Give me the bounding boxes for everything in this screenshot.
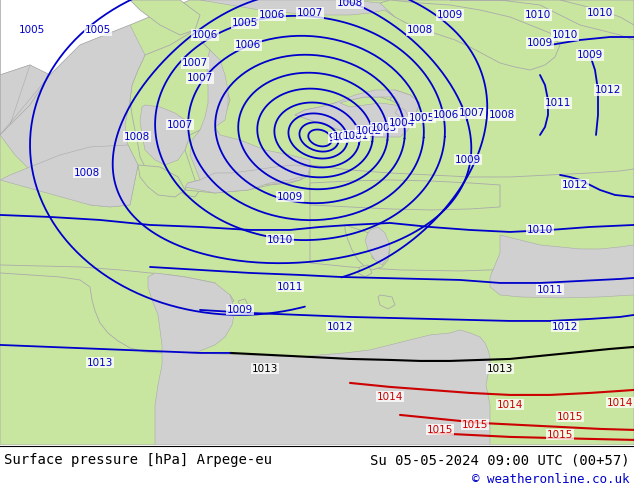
Text: 1008: 1008 [124,132,150,142]
Text: 1008: 1008 [74,168,100,178]
Polygon shape [450,0,634,40]
Polygon shape [185,165,310,193]
Polygon shape [200,0,395,17]
Text: 1010: 1010 [587,8,613,18]
Text: © weatheronline.co.uk: © weatheronline.co.uk [472,472,630,486]
Text: 1015: 1015 [427,425,453,435]
Text: 1010: 1010 [527,225,553,235]
Text: 1009: 1009 [455,155,481,165]
Polygon shape [230,151,242,161]
Polygon shape [140,105,190,165]
Polygon shape [345,225,390,270]
Polygon shape [0,145,138,207]
Polygon shape [148,273,490,445]
Polygon shape [130,30,230,197]
Text: 1010: 1010 [267,235,293,245]
Text: 1005: 1005 [409,113,435,123]
Text: 1011: 1011 [545,98,571,108]
Text: 1014: 1014 [497,400,523,410]
Text: 1008: 1008 [337,0,363,8]
Text: 1012: 1012 [327,322,353,332]
Polygon shape [378,295,395,309]
Polygon shape [185,165,310,193]
Text: Surface pressure [hPa] Arpege-eu: Surface pressure [hPa] Arpege-eu [4,453,272,467]
Text: 1007: 1007 [167,120,193,130]
Text: 1013: 1013 [87,358,113,368]
Polygon shape [222,159,232,168]
Polygon shape [310,165,634,271]
Polygon shape [390,90,420,120]
Text: 1014: 1014 [377,392,403,402]
Text: 1008: 1008 [407,25,433,35]
Text: 1007: 1007 [182,58,208,68]
Polygon shape [490,235,634,298]
Text: 1015: 1015 [462,420,488,430]
Text: 1007: 1007 [459,108,485,118]
Text: 1010: 1010 [552,30,578,40]
Polygon shape [138,165,185,197]
Text: 1008: 1008 [489,110,515,120]
Polygon shape [0,0,634,445]
Polygon shape [0,0,145,207]
Text: 1015: 1015 [547,430,573,440]
Polygon shape [380,0,560,70]
Polygon shape [190,50,310,187]
Polygon shape [0,65,50,135]
Text: 1002: 1002 [356,126,382,136]
Polygon shape [295,97,405,137]
Text: 1006: 1006 [433,110,459,120]
Polygon shape [238,299,248,307]
Text: 1010: 1010 [525,10,551,20]
Text: 1004: 1004 [389,118,415,128]
Polygon shape [0,65,60,135]
Polygon shape [222,295,234,303]
Text: 1005: 1005 [232,18,258,28]
Text: 1012: 1012 [595,85,621,95]
Text: 1013: 1013 [252,364,278,374]
Polygon shape [0,265,220,353]
Text: 1009: 1009 [577,50,603,60]
Text: 1012: 1012 [552,322,578,332]
Polygon shape [0,0,50,135]
Text: 1011: 1011 [277,282,303,292]
Text: 1005: 1005 [19,25,45,35]
Text: 999: 999 [328,133,348,143]
Text: 1009: 1009 [277,192,303,202]
Text: 1007: 1007 [297,8,323,18]
Text: 1007: 1007 [187,73,213,83]
Polygon shape [130,0,200,35]
Text: 1013: 1013 [487,364,513,374]
Text: 1009: 1009 [527,38,553,48]
Text: Su 05-05-2024 09:00 UTC (00+57): Su 05-05-2024 09:00 UTC (00+57) [370,453,630,467]
Text: 1006: 1006 [192,30,218,40]
Text: 1014: 1014 [607,398,633,408]
Text: 1006: 1006 [259,10,285,20]
Text: 1015: 1015 [557,412,583,422]
Text: 1012: 1012 [562,180,588,190]
Text: 1000: 1000 [333,132,359,142]
Text: 1009: 1009 [437,10,463,20]
Polygon shape [358,265,372,277]
Polygon shape [372,250,385,261]
Text: 1009: 1009 [227,305,253,315]
Polygon shape [560,0,634,25]
Text: 1011: 1011 [537,285,563,295]
Text: 1001: 1001 [343,131,369,141]
Polygon shape [365,227,390,265]
Text: 1005: 1005 [85,25,111,35]
Text: 1006: 1006 [235,40,261,50]
Polygon shape [310,180,500,210]
Text: 1003: 1003 [371,123,397,133]
Polygon shape [295,90,420,137]
